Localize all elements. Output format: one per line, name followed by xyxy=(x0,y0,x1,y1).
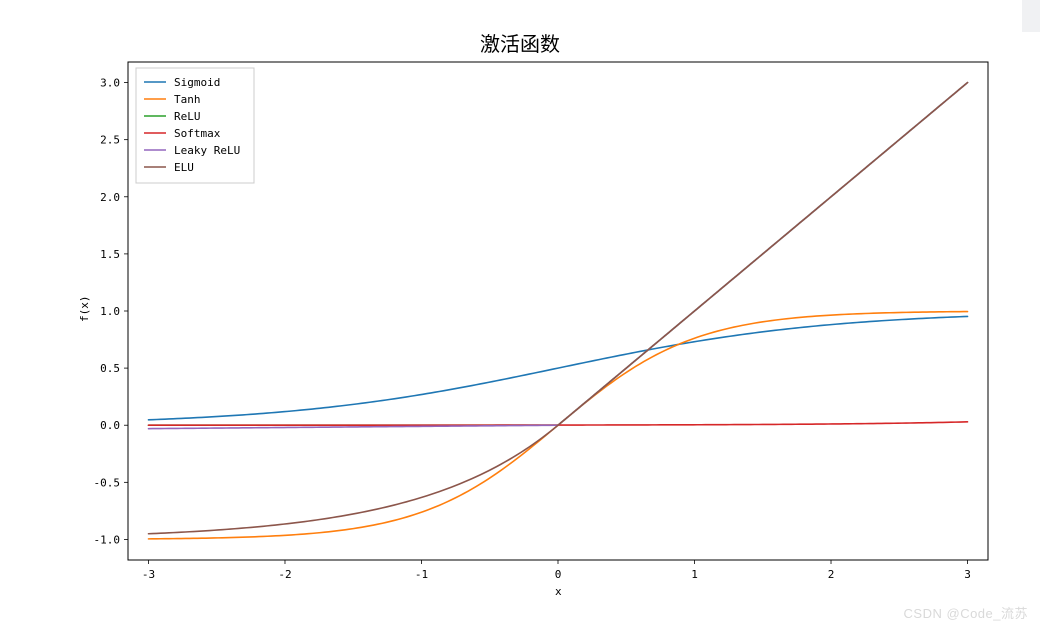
watermark: CSDN @Code_流苏 xyxy=(904,603,1028,622)
legend-label: Tanh xyxy=(174,93,201,106)
legend-label: Sigmoid xyxy=(174,76,220,89)
figure-canvas: 激活函数 f(x) x -3 -2 -1 0 1 2 3 -1.0 -0.5 0.0 0.5 1.0 1… xyxy=(0,0,1040,628)
y-tick-label: -1.0 xyxy=(94,533,121,546)
y-tick-label: 2.0 xyxy=(100,191,120,204)
x-axis-label: x xyxy=(555,585,562,598)
y-tick-label: 1.0 xyxy=(100,305,120,318)
legend-label: Softmax xyxy=(174,127,221,140)
legend-label: Leaky ReLU xyxy=(174,144,240,157)
y-tick-label: -0.5 xyxy=(94,476,121,489)
x-tick-label: -3 xyxy=(142,568,155,581)
x-tick-label: 0 xyxy=(555,568,562,581)
y-axis-label: f(x) xyxy=(78,296,91,323)
axes-frame xyxy=(128,62,988,560)
x-tick-label: -1 xyxy=(415,568,428,581)
y-tick-label: 2.5 xyxy=(100,134,120,147)
y-tick-label: 1.5 xyxy=(100,248,120,261)
y-tick-label: 0.0 xyxy=(100,419,120,432)
legend-label: ReLU xyxy=(174,110,201,123)
plot-area: -3 -2 -1 0 1 2 3 -1.0 -0.5 0.0 0.5 1.0 1.5 2.0 2.5 3.0 S… xyxy=(0,0,1040,628)
y-tick-label: 0.5 xyxy=(100,362,120,375)
legend-label: ELU xyxy=(174,161,194,174)
x-tick-label: -2 xyxy=(278,568,291,581)
x-tick-label: 1 xyxy=(691,568,698,581)
x-tick-label: 3 xyxy=(964,568,971,581)
chart-title: 激活函数 xyxy=(0,28,1040,57)
y-tick-label: 3.0 xyxy=(100,77,120,90)
x-tick-label: 2 xyxy=(828,568,835,581)
legend: Sigmoid Tanh ReLU Softmax Leaky ReLU ELU xyxy=(136,68,254,183)
